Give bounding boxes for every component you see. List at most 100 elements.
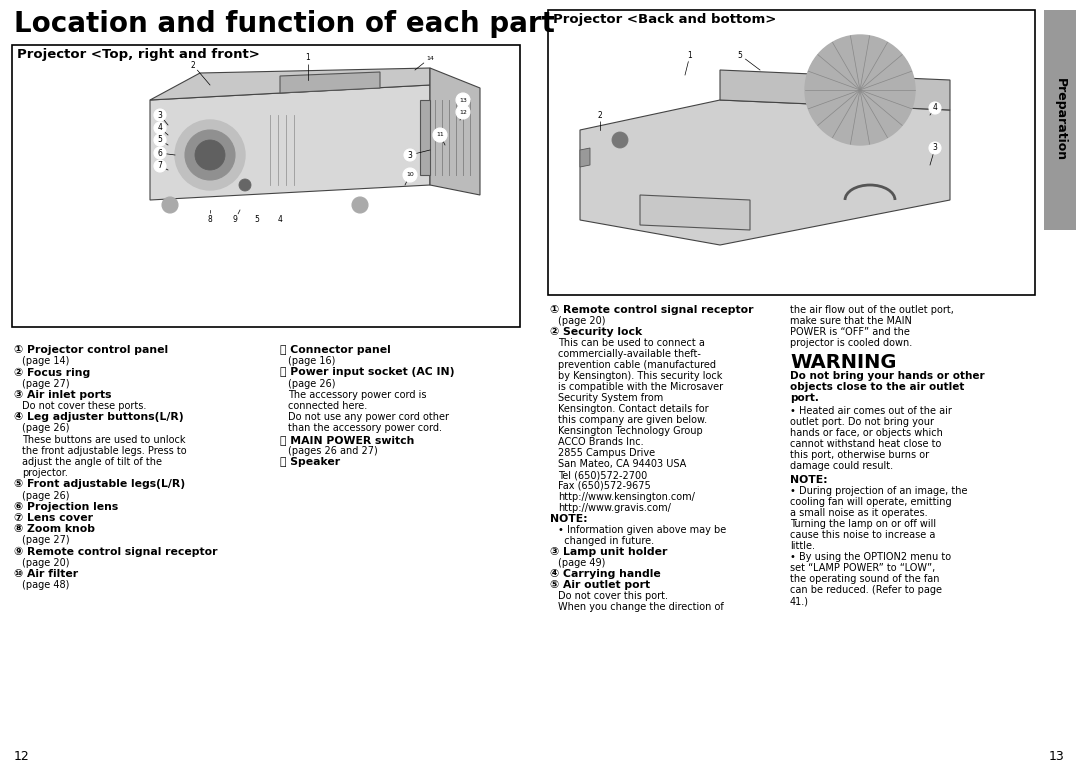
Polygon shape [430,68,480,195]
Circle shape [403,168,417,182]
Bar [1044,10,1076,230]
Circle shape [734,49,746,61]
Text: ⑭ Speaker: ⑭ Speaker [280,457,340,467]
Bar [12,45,519,327]
Circle shape [251,214,264,226]
Text: 11: 11 [436,133,444,137]
Text: 12: 12 [14,750,30,763]
Circle shape [187,59,199,71]
Text: POWER is “OFF” and the: POWER is “OFF” and the [789,327,909,337]
Text: 13: 13 [459,98,467,102]
Text: connected here.: connected here. [288,401,367,411]
Text: • Heated air comes out of the air: • Heated air comes out of the air [789,406,951,416]
Text: hands or face, or objects which: hands or face, or objects which [789,428,943,438]
Circle shape [154,122,166,134]
Circle shape [929,102,941,114]
Text: 7: 7 [158,162,162,170]
Text: San Mateo, CA 94403 USA: San Mateo, CA 94403 USA [558,459,686,469]
Text: NOTE:: NOTE: [550,514,588,524]
Text: 3: 3 [932,143,937,153]
Text: the air flow out of the outlet port,: the air flow out of the outlet port, [789,305,954,315]
Text: 5: 5 [738,50,742,60]
Text: the front adjustable legs. Press to: the front adjustable legs. Press to [22,446,187,456]
Text: When you change the direction of: When you change the direction of [558,602,724,612]
Text: The accessory power cord is: The accessory power cord is [288,390,427,400]
Text: 5: 5 [158,136,162,144]
Polygon shape [580,148,590,167]
Text: 5: 5 [255,215,259,224]
Text: the operating sound of the fan: the operating sound of the fan [789,574,940,584]
Text: cause this noise to increase a: cause this noise to increase a [789,530,935,540]
Text: commercially-available theft-: commercially-available theft- [558,349,701,359]
Text: ③ Lamp unit holder: ③ Lamp unit holder [550,547,667,557]
Circle shape [204,214,216,226]
Text: • During projection of an image, the: • During projection of an image, the [789,486,968,496]
Text: ⑦ Lens cover: ⑦ Lens cover [14,513,93,523]
Text: • By using the OPTION2 menu to: • By using the OPTION2 menu to [789,552,951,562]
Circle shape [162,197,178,213]
Text: cooling fan will operate, emitting: cooling fan will operate, emitting [789,497,951,507]
Text: WARNING: WARNING [789,353,896,372]
Circle shape [229,214,241,226]
Text: http://www.kensington.com/: http://www.kensington.com/ [558,492,694,502]
Polygon shape [420,100,430,175]
Text: (page 27): (page 27) [22,378,69,388]
Text: Kensington. Contact details for: Kensington. Contact details for [558,404,708,414]
Text: Security System from: Security System from [558,393,663,403]
Text: These buttons are used to unlock: These buttons are used to unlock [22,435,186,445]
Circle shape [805,35,915,145]
Text: 13: 13 [1049,750,1064,763]
Text: Do not cover these ports.: Do not cover these ports. [22,401,147,411]
Text: (page 26): (page 26) [288,378,336,388]
Text: little.: little. [789,541,815,551]
Text: Turning the lamp on or off will: Turning the lamp on or off will [789,519,936,529]
Text: ⑧ Zoom knob: ⑧ Zoom knob [14,524,95,534]
Circle shape [154,160,166,172]
Text: than the accessory power cord.: than the accessory power cord. [288,423,442,433]
Text: (page 14): (page 14) [22,356,69,366]
Text: (page 16): (page 16) [288,356,336,366]
Text: 4: 4 [158,124,162,133]
Text: ④ Carrying handle: ④ Carrying handle [550,569,661,579]
Circle shape [195,140,225,170]
Text: outlet port. Do not bring your: outlet port. Do not bring your [789,417,934,427]
Circle shape [612,132,627,148]
Text: Location and function of each part: Location and function of each part [14,10,555,38]
Text: 4: 4 [278,215,283,224]
Text: objects close to the air outlet: objects close to the air outlet [789,382,964,392]
Circle shape [154,134,166,146]
Text: 3: 3 [158,111,162,120]
Circle shape [154,109,166,121]
Text: ① Remote control signal receptor: ① Remote control signal receptor [550,305,754,315]
Text: Fax (650)572-9675: Fax (650)572-9675 [558,481,651,491]
Text: 12: 12 [459,110,467,114]
Text: Do not cover this port.: Do not cover this port. [558,591,669,601]
Text: ⑬ MAIN POWER switch: ⑬ MAIN POWER switch [280,435,415,445]
Text: ② Security lock: ② Security lock [550,327,643,337]
Text: (page 49): (page 49) [558,558,606,568]
Text: damage could result.: damage could result. [789,461,893,471]
Circle shape [456,93,470,107]
Bar [548,10,1035,295]
Text: cannot withstand heat close to: cannot withstand heat close to [789,439,942,449]
Circle shape [594,109,606,121]
Text: can be reduced. (Refer to page: can be reduced. (Refer to page [789,585,942,595]
Circle shape [433,128,447,142]
Text: 9: 9 [232,215,238,224]
Text: 6: 6 [158,149,162,157]
Text: (page 27): (page 27) [22,536,69,546]
Text: ⑥ Projection lens: ⑥ Projection lens [14,502,118,512]
Text: (page 26): (page 26) [22,491,69,501]
Circle shape [684,49,696,61]
Polygon shape [280,72,380,93]
Text: (page 20): (page 20) [22,558,69,568]
Text: ② Focus ring: ② Focus ring [14,368,91,378]
Text: ⑩ Air filter: ⑩ Air filter [14,569,78,579]
Circle shape [175,120,245,190]
Polygon shape [150,68,430,100]
Text: a small noise as it operates.: a small noise as it operates. [789,508,928,518]
Text: ① Projector control panel: ① Projector control panel [14,345,168,355]
Text: 1: 1 [688,50,692,60]
Circle shape [274,214,286,226]
Polygon shape [150,85,430,200]
